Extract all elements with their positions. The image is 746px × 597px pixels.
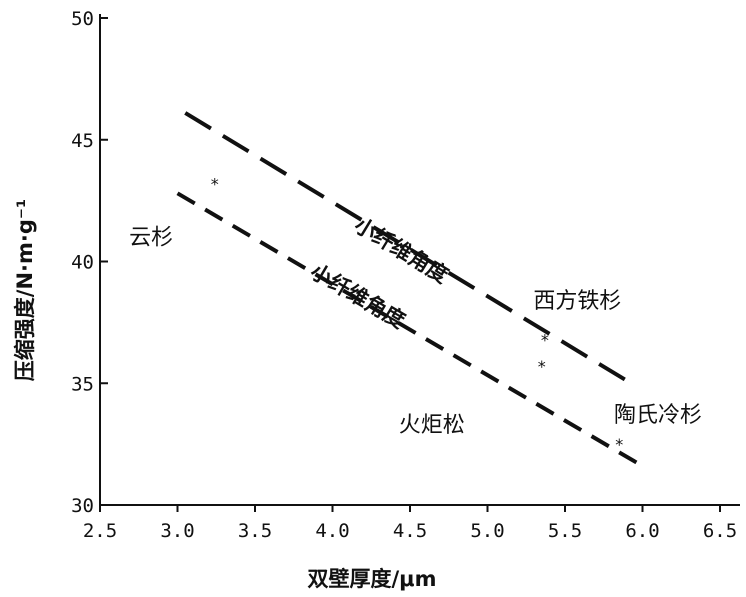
x-tick-label: 6.5 <box>703 520 737 542</box>
series-line-label: 小纤维角度 <box>306 259 409 333</box>
ticks: 2.5 3.0 3.5 4.0 4.5 5.0 5.5 6.0 6.5 30 35 40 45 50 <box>71 8 737 542</box>
series <box>176 111 644 468</box>
x-tick-label: 3.5 <box>238 520 272 542</box>
y-tick-label: 40 <box>71 252 94 274</box>
data-point: * <box>615 435 623 454</box>
series-line-label: 小纤维角度 <box>350 213 452 288</box>
y-tick-label: 45 <box>71 130 94 152</box>
species-label: 火炬松 <box>399 413 465 438</box>
series-line <box>176 191 644 468</box>
axes <box>99 14 740 506</box>
y-tick-label: 30 <box>71 495 94 517</box>
x-tick-label: 3.0 <box>160 520 194 542</box>
x-tick-label: 2.5 <box>83 520 117 542</box>
x-tick-label: 4.0 <box>315 520 349 542</box>
x-tick-label: 6.0 <box>625 520 659 542</box>
points: * * * * <box>211 175 624 455</box>
species-label: 陶氏冷杉 <box>614 403 702 428</box>
y-axis-title: 压缩强度/N·m·g⁻¹ <box>13 199 37 381</box>
y-tick-label: 35 <box>71 373 94 395</box>
data-point: * <box>541 330 549 349</box>
x-tick-label: 5.0 <box>470 520 504 542</box>
y-tick-label: 50 <box>71 8 94 30</box>
data-point: * <box>211 175 219 194</box>
species-label: 云杉 <box>129 225 173 250</box>
species-label: 西方铁杉 <box>533 289 621 314</box>
x-tick-label: 5.5 <box>548 520 582 542</box>
data-point: * <box>538 357 546 376</box>
x-tick-label: 4.5 <box>393 520 427 542</box>
x-axis-title: 双壁厚度/μm <box>307 567 436 591</box>
